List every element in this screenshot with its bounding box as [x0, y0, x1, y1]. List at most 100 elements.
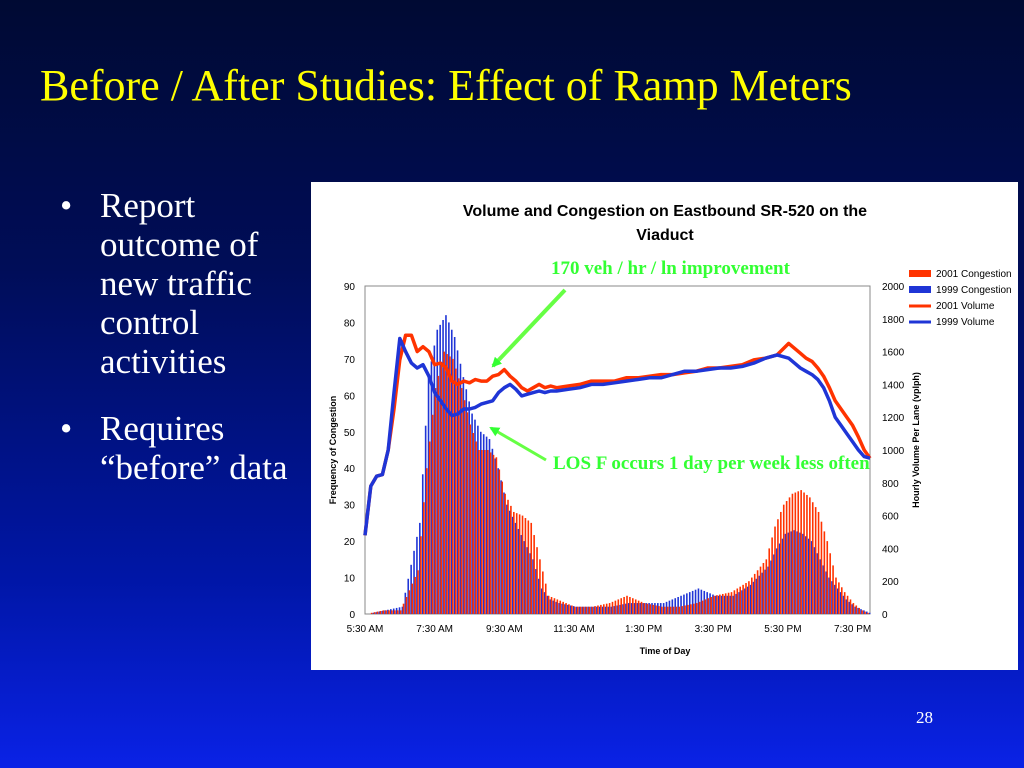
congestion-bar: [632, 598, 634, 614]
congestion-bar: [453, 337, 456, 614]
congestion-bar: [613, 606, 616, 614]
congestion-bar: [483, 450, 486, 614]
congestion-bar: [839, 592, 842, 614]
congestion-bar: [773, 554, 775, 614]
congestion-bar: [431, 414, 434, 614]
congestion-bar: [819, 559, 822, 614]
congestion-bar: [524, 518, 527, 614]
bullet-text: Requires “before” data: [100, 409, 288, 487]
congestion-bar: [568, 604, 570, 614]
congestion-bar: [809, 497, 811, 614]
congestion-bar: [712, 594, 714, 614]
congestion-bar: [634, 599, 637, 614]
congestion-bar: [735, 593, 737, 614]
congestion-bar: [584, 606, 587, 614]
congestion-bar: [442, 320, 444, 614]
congestion-bar: [569, 605, 572, 614]
congestion-bar: [776, 548, 778, 614]
congestion-bar: [597, 605, 599, 614]
congestion-bar: [755, 578, 758, 614]
congestion-bar: [726, 595, 729, 614]
congestion-bar: [475, 441, 477, 614]
congestion-bar: [665, 601, 668, 614]
congestion-bar: [573, 606, 576, 614]
congestion-bar: [373, 612, 376, 614]
congestion-bar: [707, 598, 710, 614]
congestion-bar: [590, 606, 592, 614]
congestion-bar: [388, 610, 390, 614]
congestion-bar: [454, 368, 457, 614]
congestion-bar: [838, 582, 840, 614]
congestion-bar: [608, 603, 611, 614]
congestion-bar: [661, 606, 663, 614]
congestion-bar: [561, 603, 563, 614]
congestion-bar: [643, 603, 646, 614]
congestion-bar: [720, 595, 723, 614]
congestion-bar: [396, 610, 399, 614]
congestion-bar: [585, 606, 588, 614]
congestion-bar: [503, 492, 505, 614]
congestion-bar: [651, 603, 653, 614]
congestion-bar: [610, 606, 613, 614]
congestion-bar: [672, 606, 675, 614]
congestion-bar: [546, 595, 549, 614]
congestion-bar: [797, 491, 800, 614]
congestion-bar: [677, 596, 679, 614]
congestion-bar: [489, 452, 492, 614]
congestion-bar: [777, 519, 779, 614]
congestion-bar: [614, 600, 617, 614]
congestion-bar: [538, 578, 540, 614]
congestion-bar: [581, 606, 584, 614]
congestion-bar: [756, 570, 759, 614]
congestion-bar: [855, 605, 858, 614]
congestion-bar: [427, 377, 430, 614]
congestion-bar: [834, 584, 836, 614]
congestion-bar: [649, 604, 652, 614]
congestion-bar: [509, 510, 511, 614]
congestion-bar: [810, 541, 813, 614]
congestion-bar: [591, 606, 593, 614]
congestion-bar: [835, 577, 837, 614]
congestion-bar: [417, 570, 419, 614]
congestion-bar: [852, 603, 855, 614]
congestion-bar: [695, 603, 698, 614]
congestion-bar: [723, 595, 726, 614]
congestion-bar: [482, 434, 485, 614]
congestion-bar: [832, 565, 834, 614]
y-tick-label-left: 10: [344, 574, 356, 585]
congestion-bar: [539, 559, 541, 614]
congestion-bar: [601, 606, 604, 614]
congestion-bar: [706, 592, 708, 614]
congestion-bar: [629, 596, 631, 614]
legend-label: 2001 Volume: [936, 301, 995, 312]
congestion-bar: [736, 588, 739, 614]
congestion-bar: [814, 507, 817, 614]
congestion-bar: [437, 375, 440, 614]
congestion-bar: [639, 603, 642, 614]
congestion-bar: [420, 536, 422, 614]
congestion-bar: [851, 604, 854, 614]
congestion-bar: [587, 606, 589, 614]
congestion-bar: [446, 354, 448, 614]
congestion-bar: [379, 610, 382, 614]
congestion-bar: [764, 569, 767, 614]
congestion-bar: [504, 493, 506, 614]
congestion-bar: [410, 564, 412, 614]
congestion-bar: [721, 593, 724, 614]
congestion-bar: [842, 595, 845, 614]
congestion-bar: [404, 592, 407, 614]
legend-swatch: [909, 270, 931, 277]
congestion-bar: [471, 413, 473, 614]
congestion-bar: [867, 612, 869, 614]
congestion-bar: [701, 600, 704, 614]
congestion-bar: [758, 575, 761, 614]
congestion-bar: [593, 606, 595, 614]
congestion-bar: [820, 521, 823, 614]
congestion-bar: [657, 603, 659, 614]
congestion-bar: [704, 599, 707, 614]
y-tick-label-right: 1200: [882, 413, 905, 424]
congestion-bar: [767, 566, 769, 614]
bullet-text: Report outcome of new traffic control ac…: [100, 186, 259, 381]
congestion-bar: [738, 592, 740, 614]
y-tick-label-right: 2000: [882, 282, 905, 293]
